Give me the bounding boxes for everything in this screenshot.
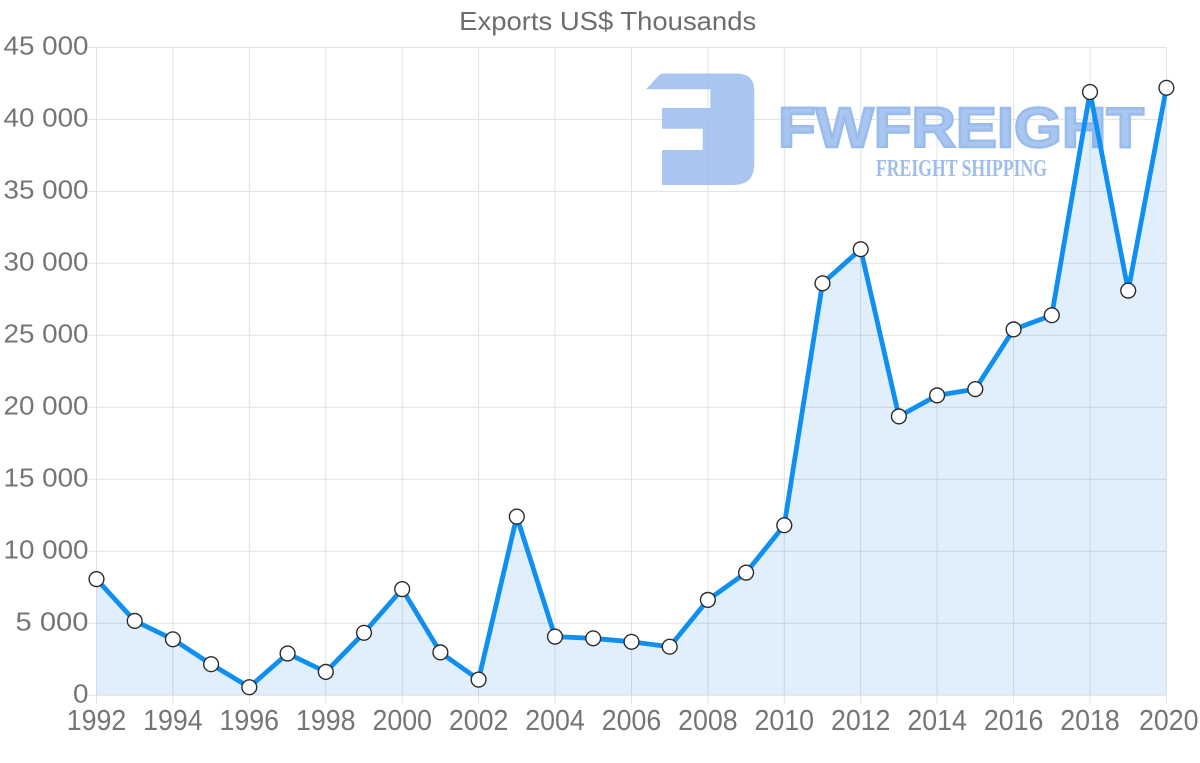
svg-text:20 000: 20 000 xyxy=(4,393,89,421)
svg-text:5 000: 5 000 xyxy=(16,608,89,636)
svg-text:Exports US$ Thousands: Exports US$ Thousands xyxy=(459,6,756,36)
svg-text:2016: 2016 xyxy=(984,705,1044,737)
svg-text:0: 0 xyxy=(73,680,89,708)
svg-text:2020: 2020 xyxy=(1139,705,1199,737)
svg-text:35 000: 35 000 xyxy=(4,177,89,205)
svg-text:2006: 2006 xyxy=(602,705,662,737)
svg-text:1992: 1992 xyxy=(67,705,127,737)
svg-text:40 000: 40 000 xyxy=(4,105,89,133)
svg-text:2012: 2012 xyxy=(831,705,891,737)
svg-text:2018: 2018 xyxy=(1060,705,1120,737)
svg-text:1996: 1996 xyxy=(220,705,280,737)
svg-text:10 000: 10 000 xyxy=(4,536,89,564)
svg-text:2008: 2008 xyxy=(678,705,738,737)
svg-text:15 000: 15 000 xyxy=(4,465,89,493)
svg-text:2002: 2002 xyxy=(449,705,509,737)
svg-text:30 000: 30 000 xyxy=(4,249,89,277)
svg-text:25 000: 25 000 xyxy=(4,321,89,349)
svg-text:2004: 2004 xyxy=(525,705,585,737)
svg-text:FREIGHT SHIPPING: FREIGHT SHIPPING xyxy=(876,156,1047,182)
svg-text:2000: 2000 xyxy=(372,705,432,737)
svg-text:2014: 2014 xyxy=(907,705,967,737)
svg-text:1994: 1994 xyxy=(143,705,203,737)
svg-text:2010: 2010 xyxy=(755,705,815,737)
svg-text:45 000: 45 000 xyxy=(4,33,89,61)
svg-text:1998: 1998 xyxy=(296,705,356,737)
